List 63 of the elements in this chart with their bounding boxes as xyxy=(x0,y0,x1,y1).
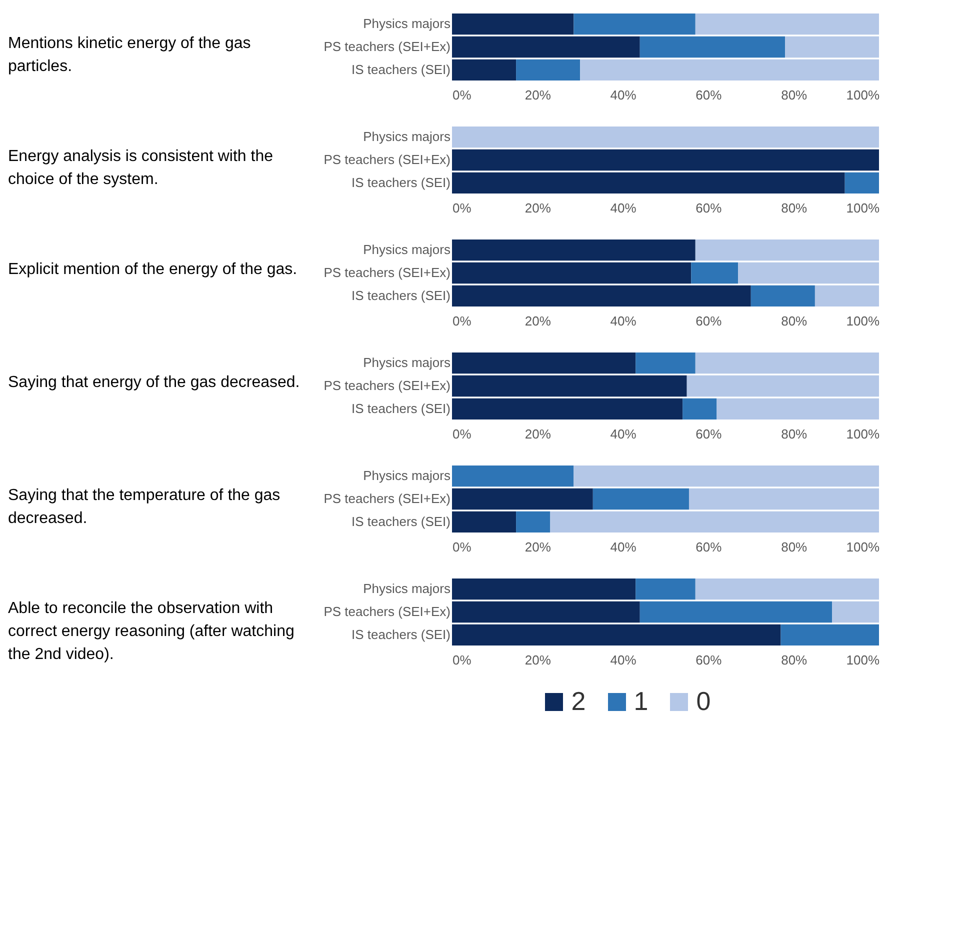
x-tick-label: 0% xyxy=(452,200,472,216)
x-tick-label: 100% xyxy=(846,652,880,668)
x-tick-label: 0% xyxy=(452,540,472,554)
x-tick-label: 40% xyxy=(610,426,637,442)
x-tick-label: 80% xyxy=(781,652,808,668)
x-tick-label: 40% xyxy=(610,652,637,668)
legend-label: 1 xyxy=(634,686,648,717)
y-tick-label: Physics majors xyxy=(363,16,451,32)
x-tick-label: 80% xyxy=(781,200,808,216)
x-tick-label: 20% xyxy=(524,314,552,328)
x-tick-label: 80% xyxy=(781,314,808,328)
x-tick-label: 60% xyxy=(696,540,722,554)
text: Saying that energy of the gas decreased. xyxy=(8,373,301,393)
x-tick-label: 20% xyxy=(524,426,552,442)
y-tick-label: IS teachers (SEI) xyxy=(352,514,450,529)
x-tick-label: 40% xyxy=(610,540,637,554)
y-tick-label: PS teachers (SEI+Ex) xyxy=(324,604,450,619)
x-tick-label: 40% xyxy=(610,314,637,328)
x-tick-label: 0% xyxy=(452,426,472,442)
x-tick-label: 40% xyxy=(610,200,637,216)
y-tick-label: PS teachers (SEI+Ex) xyxy=(324,491,450,506)
y-tick-label: IS teachers (SEI) xyxy=(352,174,450,190)
y-tick-label: PS teachers (SEI+Ex) xyxy=(324,378,450,393)
y-tick-label: IS teachers (SEI) xyxy=(352,626,450,642)
x-tick-label: 60% xyxy=(696,88,722,102)
x-tick-label: 80% xyxy=(781,426,808,442)
y-tick-label: IS teachers (SEI) xyxy=(352,62,450,77)
x-tick-label: 80% xyxy=(781,540,808,554)
x-tick-label: 100% xyxy=(846,314,880,328)
text: Mentions kinetic energy of the gas particles. xyxy=(8,34,252,77)
y-tick-label: PS teachers (SEI+Ex) xyxy=(324,39,450,54)
y-tick-label: Physics majors xyxy=(363,129,451,144)
x-tick-label: 60% xyxy=(696,200,722,216)
x-tick-label: 20% xyxy=(524,540,552,554)
x-tick-label: 60% xyxy=(696,426,722,442)
legend-label: 2 xyxy=(571,686,586,717)
y-tick-label: PS teachers (SEI+Ex) xyxy=(324,265,450,280)
y-tick-label: PS teachers (SEI+Ex) xyxy=(324,152,450,167)
y-tick-label: Physics majors xyxy=(363,468,451,484)
text: Able to reconcile the observation with correct energy reasoning (after watching the 2nd video). xyxy=(8,599,296,665)
y-tick-label: IS teachers (SEI) xyxy=(352,288,450,303)
y-tick-label: Physics majors xyxy=(363,355,451,370)
x-tick-label: 20% xyxy=(524,200,552,216)
text: Explicit mention of the energy of the gas. xyxy=(8,260,298,280)
legend-label: 0 xyxy=(696,686,711,717)
x-tick-label: 100% xyxy=(846,540,880,554)
x-tick-label: 0% xyxy=(452,652,472,668)
x-tick-label: 40% xyxy=(610,88,637,102)
text: Energy analysis is consistent with the choice of the system. xyxy=(8,147,274,190)
x-tick-label: 0% xyxy=(452,314,472,328)
x-tick-label: 100% xyxy=(846,426,880,442)
x-tick-label: 100% xyxy=(846,88,880,102)
x-tick-label: 20% xyxy=(524,652,552,668)
x-tick-label: 20% xyxy=(524,88,552,102)
x-tick-label: 0% xyxy=(452,88,472,102)
x-tick-label: 60% xyxy=(696,652,722,668)
x-tick-label: 100% xyxy=(846,200,880,216)
x-tick-label: 80% xyxy=(781,88,808,102)
y-tick-label: Physics majors xyxy=(363,581,451,596)
text: Saying that the temperature of the gas decreased. xyxy=(8,486,282,529)
x-tick-label: 60% xyxy=(696,314,722,328)
y-tick-label: IS teachers (SEI) xyxy=(352,400,450,416)
y-tick-label: Physics majors xyxy=(363,242,451,258)
